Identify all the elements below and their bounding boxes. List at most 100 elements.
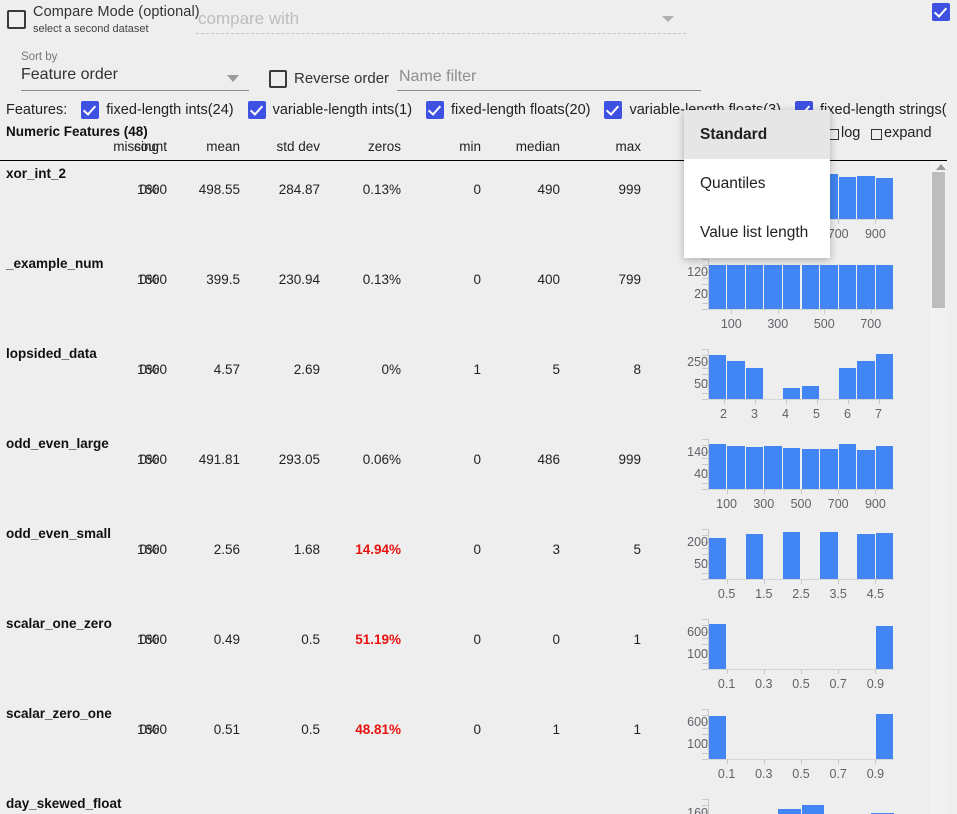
y-tick	[702, 572, 708, 574]
cell-mean: 2.56	[213, 542, 240, 557]
feature-filter-checkbox-extra[interactable]	[932, 3, 950, 21]
y-tick	[702, 349, 708, 350]
checkbox-icon[interactable]	[247, 101, 266, 119]
expand-label[interactable]: expand	[884, 125, 932, 141]
column-header-missing[interactable]: missing	[113, 139, 159, 154]
feature-filter-2[interactable]: fixed-length floats(20)	[426, 101, 590, 119]
histogram-odd_even_large[interactable]: 140 40 100 300 500 700 900	[672, 431, 930, 521]
x-tick-label: 700	[860, 317, 882, 331]
x-tick	[726, 579, 728, 584]
reverse-order-checkbox[interactable]	[269, 70, 287, 88]
histogram-bar	[838, 264, 857, 309]
y-tick	[702, 445, 708, 447]
feature-name[interactable]: day_skewed_float	[6, 796, 122, 811]
cell-zeros: 48.81%	[355, 722, 401, 737]
name-filter-field[interactable]	[397, 64, 701, 94]
y-tick	[702, 656, 708, 658]
feature-filter-1[interactable]: variable-length ints(1)	[247, 101, 413, 119]
sort-by-select[interactable]: Feature order	[21, 66, 249, 93]
histogram-bar	[801, 264, 820, 309]
compare-with-input[interactable]	[196, 5, 660, 33]
x-tick-label: 0.7	[829, 677, 847, 691]
cell-min: 0	[473, 632, 481, 647]
cell-median: 0	[552, 632, 560, 647]
feature-filter-0[interactable]: fixed-length ints(24)	[81, 101, 234, 119]
histogram-bar	[745, 534, 764, 579]
y-tick-label: 160	[687, 806, 708, 814]
feature-name[interactable]: xor_int_2	[6, 166, 67, 181]
y-tick	[702, 380, 708, 382]
column-header-zeros[interactable]: zeros	[367, 139, 401, 154]
feature-filter-label: variable-length ints(1)	[272, 102, 413, 118]
vertical-scrollbar-thumb[interactable]	[932, 172, 945, 308]
cell-median: 490	[537, 182, 560, 197]
cell-std: 2.69	[293, 362, 320, 377]
histogram-bar	[708, 537, 727, 579]
column-header-median[interactable]: median	[515, 139, 560, 154]
menu-item-value-list-length[interactable]: Value list length	[700, 224, 809, 241]
feature-name[interactable]: odd_even_small	[6, 526, 112, 541]
feature-name[interactable]: _example_num	[6, 256, 104, 271]
log-label[interactable]: log	[841, 125, 861, 141]
x-tick-label: 0.5	[717, 587, 736, 601]
checkbox-icon[interactable]	[604, 101, 623, 119]
cell-median: 400	[537, 272, 560, 287]
histogram-_example_num[interactable]: 120 20 100 300 500 700	[672, 251, 930, 341]
y-tick-label: 600	[687, 625, 708, 639]
y-tick	[702, 374, 708, 375]
cell-count: 1600	[136, 362, 167, 377]
histogram-odd_even_small[interactable]: 200 50 0.5 1.5 2.5 3.5 4.5	[672, 521, 930, 611]
histogram-lopsided_data[interactable]: 250 50 2 3 4 5 6 7	[672, 341, 930, 431]
cell-count: 1600	[136, 452, 167, 467]
menu-item-quantiles[interactable]: Quantiles	[700, 175, 766, 192]
feature-name[interactable]: odd_even_large	[6, 436, 109, 451]
histogram-scalar_zero_one[interactable]: 600 100 0.1 0.3 0.5 0.7 0.9	[672, 701, 930, 791]
histogram-bar	[838, 444, 857, 489]
cell-mean: 4.57	[213, 362, 240, 377]
column-header-min[interactable]: min	[459, 139, 481, 154]
vertical-scrollbar-track[interactable]	[930, 161, 947, 814]
sort-by-label: Sort by	[21, 51, 58, 63]
y-tick-label: 20	[694, 287, 708, 301]
cell-median: 486	[537, 452, 560, 467]
menu-item-standard[interactable]: Standard	[684, 110, 830, 159]
y-tick	[702, 554, 708, 555]
compare-mode-checkbox[interactable]	[7, 10, 26, 29]
histogram-day_skewed_float[interactable]: 160	[672, 791, 930, 814]
compare-with-field[interactable]	[196, 5, 686, 37]
feature-name[interactable]: lopsided_data	[6, 346, 97, 361]
histogram-bar	[857, 361, 875, 399]
cell-count: 1600	[136, 542, 167, 557]
numeric-features-title: Numeric Features (48)	[6, 124, 148, 139]
table-header-row: count missing mean std dev zeros min median max	[0, 139, 680, 159]
feature-name[interactable]: scalar_zero_one	[6, 706, 112, 721]
column-header-std-dev[interactable]: std dev	[276, 139, 320, 154]
cell-min: 0	[473, 722, 481, 737]
name-filter-input[interactable]	[397, 64, 701, 90]
column-header-max[interactable]: max	[615, 139, 641, 154]
x-axis	[708, 309, 894, 310]
histogram-bar	[801, 386, 820, 399]
histogram-bar	[782, 532, 801, 579]
expand-checkbox[interactable]	[871, 129, 882, 140]
cell-std: 0.5	[301, 722, 320, 737]
scroll-up-arrow-icon[interactable]	[936, 164, 946, 170]
column-header-count[interactable]: count	[133, 139, 167, 154]
checkbox-icon[interactable]	[81, 101, 100, 119]
x-tick-label: 3.5	[829, 587, 847, 601]
column-header-mean[interactable]: mean	[206, 139, 240, 154]
y-tick	[702, 386, 708, 388]
cell-mean: 399.5	[206, 272, 240, 287]
cell-min: 0	[473, 182, 481, 197]
histogram-scalar_one_zero[interactable]: 600 100 0.1 0.3 0.5 0.7 0.9	[672, 611, 930, 701]
histogram-bar	[857, 264, 875, 309]
chevron-down-icon[interactable]	[662, 16, 674, 22]
feature-name[interactable]: scalar_one_zero	[6, 616, 112, 631]
checkbox-icon[interactable]	[426, 101, 445, 119]
name-filter-underline	[397, 90, 701, 91]
y-tick	[702, 302, 708, 304]
y-tick	[702, 271, 708, 273]
histogram-bar	[745, 264, 764, 309]
cell-std: 1.68	[293, 542, 320, 557]
